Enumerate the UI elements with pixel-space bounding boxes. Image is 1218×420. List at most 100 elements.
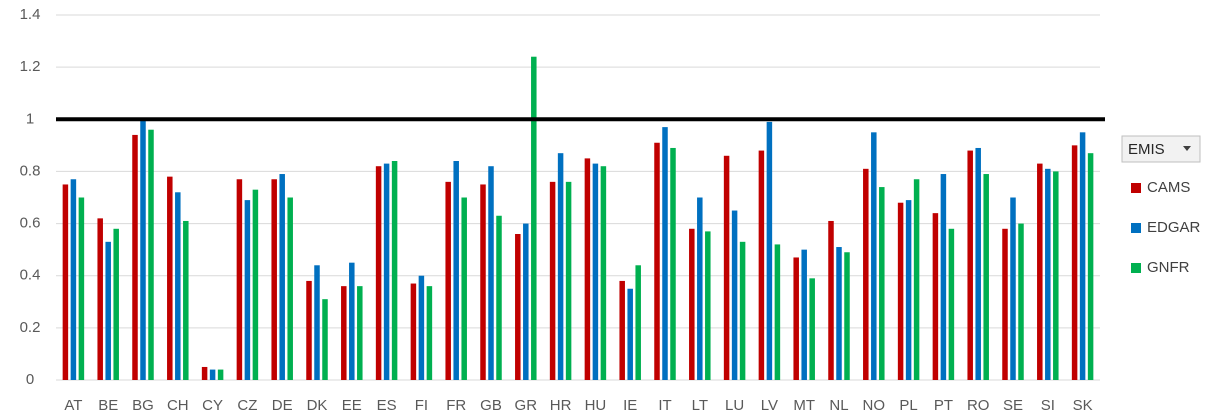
x-tick-label: SK <box>1073 397 1093 414</box>
bar <box>565 181 572 380</box>
y-tick-label: 0.6 <box>20 215 41 232</box>
bar <box>62 184 69 380</box>
y-tick-label: 0 <box>26 371 34 388</box>
bar <box>983 174 989 380</box>
bar <box>635 265 641 380</box>
bar <box>697 197 703 380</box>
bar <box>723 155 730 380</box>
x-tick-label: HU <box>585 397 607 414</box>
x-tick-label: GB <box>480 397 502 414</box>
bar <box>132 134 138 380</box>
bar <box>905 200 912 380</box>
x-tick-label: DE <box>272 397 293 414</box>
x-tick-label: EE <box>342 397 362 414</box>
x-tick-label: FI <box>415 397 428 414</box>
bar <box>913 179 920 380</box>
x-tick-label: IE <box>623 397 637 414</box>
bar <box>496 215 502 380</box>
bar <box>461 197 467 380</box>
bar <box>453 161 459 380</box>
bar <box>306 280 312 380</box>
bar <box>515 234 521 380</box>
bar <box>584 158 591 380</box>
bar <box>217 369 224 380</box>
x-tick-label: CY <box>202 397 223 414</box>
x-tick-label: MT <box>793 397 815 414</box>
bar <box>871 132 877 380</box>
bar <box>731 210 738 380</box>
bar <box>322 299 328 380</box>
bar <box>523 223 529 380</box>
bar <box>975 147 981 380</box>
y-tick-label: 0.2 <box>20 319 41 336</box>
bar <box>774 244 781 380</box>
bar <box>488 166 494 380</box>
bar <box>357 286 363 380</box>
x-tick-label: NL <box>829 397 848 414</box>
bar <box>480 184 486 380</box>
x-tick-label: CH <box>167 397 189 414</box>
bar <box>1045 168 1051 380</box>
bar <box>940 174 947 380</box>
bar <box>809 278 815 380</box>
bar <box>670 147 676 380</box>
bar <box>932 213 939 380</box>
x-tick-label: BE <box>98 397 118 414</box>
bar <box>879 187 885 380</box>
bar <box>836 247 842 380</box>
x-tick-label: DK <box>307 397 328 414</box>
bar <box>1037 163 1043 380</box>
bar <box>314 265 320 380</box>
y-tick-label: 0.8 <box>20 162 41 179</box>
bar <box>801 249 807 380</box>
x-tick-label: NO <box>863 397 886 414</box>
x-tick-label: CZ <box>237 397 257 414</box>
bar <box>662 127 668 380</box>
x-tick-label: IT <box>658 397 671 414</box>
bar <box>844 252 850 380</box>
x-tick-label: SE <box>1003 397 1023 414</box>
bar <box>175 192 181 380</box>
legend-swatch <box>1131 183 1141 193</box>
legend-swatch <box>1131 263 1141 273</box>
bar <box>549 181 556 380</box>
bar <box>445 181 451 380</box>
bar <box>705 231 711 380</box>
x-tick-label: BG <box>132 397 154 414</box>
bar <box>793 257 799 380</box>
bar <box>375 166 382 380</box>
x-tick-label: PL <box>899 397 917 414</box>
legend-title[interactable]: EMIS <box>1128 141 1165 158</box>
dropdown-arrow[interactable] <box>1183 146 1191 151</box>
legend-button[interactable]: EMIS <box>1121 135 1201 163</box>
bar <box>236 179 243 380</box>
x-tick-label: LU <box>725 397 744 414</box>
bar <box>897 202 904 380</box>
x-tick-label: RO <box>967 397 990 414</box>
bar <box>341 286 347 380</box>
y-tick-label: 1 <box>26 110 34 127</box>
bar <box>252 189 259 380</box>
x-tick-label: LV <box>761 397 778 414</box>
bar <box>78 197 85 380</box>
bar <box>279 174 285 380</box>
x-tick-label: SI <box>1041 397 1055 414</box>
bar <box>1053 171 1059 380</box>
bar <box>70 179 77 380</box>
bar <box>410 283 417 380</box>
bar <box>1010 197 1016 380</box>
bar <box>113 228 119 380</box>
bar <box>426 286 433 380</box>
bar <box>418 275 425 380</box>
bar <box>654 142 660 380</box>
bar <box>391 161 398 380</box>
y-tick-label: 1.2 <box>20 58 41 75</box>
bar <box>201 366 208 380</box>
bar <box>828 220 834 380</box>
bar <box>619 280 625 380</box>
x-tick-label: PT <box>934 397 953 414</box>
bar <box>627 288 633 380</box>
bar <box>531 56 537 380</box>
